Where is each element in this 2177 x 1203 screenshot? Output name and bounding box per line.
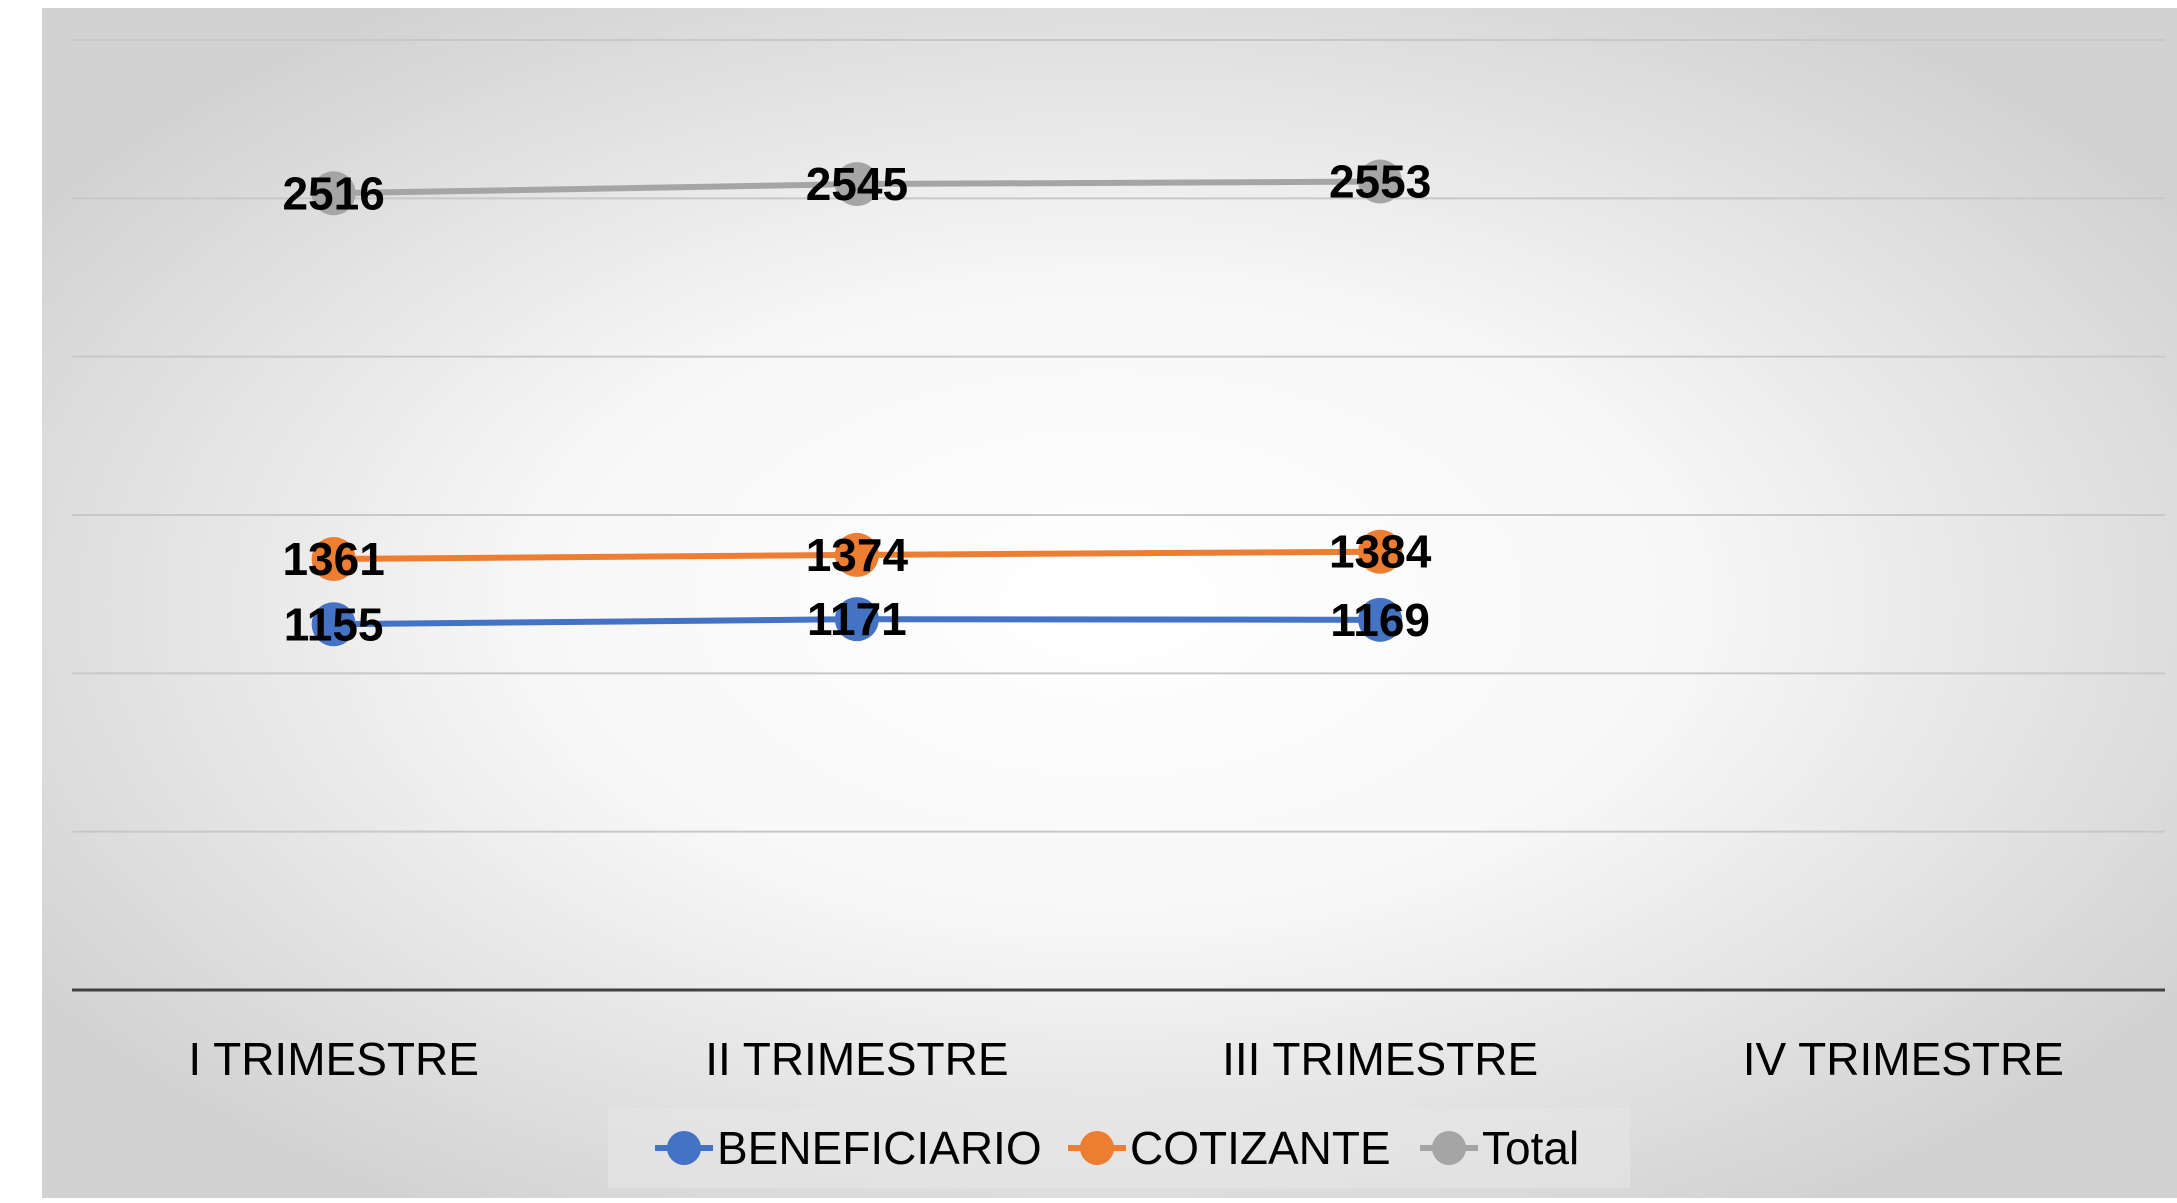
data-label: 2553 xyxy=(1329,156,1431,208)
x-tick-label: IV TRIMESTRE xyxy=(1743,1033,2064,1085)
data-point xyxy=(311,537,356,582)
data-point xyxy=(1358,529,1403,574)
data-label: 1171 xyxy=(807,593,907,645)
x-axis: I TRIMESTRE II TRIMESTRE III TRIMESTRE IV T… xyxy=(72,988,2165,1085)
data-point xyxy=(834,597,879,642)
legend-label: COTIZANTE xyxy=(1130,1122,1391,1174)
x-tick-label: III TRIMESTRE xyxy=(1222,1033,1538,1085)
data-label: 2516 xyxy=(282,167,384,219)
legend-marker xyxy=(1432,1131,1466,1165)
chart-background xyxy=(42,8,2177,1198)
data-labels: 1155 1171 1169 1361 1374 1384 2516 2545 2553 xyxy=(282,156,1431,651)
data-point xyxy=(1358,597,1403,642)
data-label: 1169 xyxy=(1330,594,1430,646)
legend-marker xyxy=(667,1131,701,1165)
x-tick-label: II TRIMESTRE xyxy=(705,1033,1008,1085)
data-label: 1361 xyxy=(282,533,384,585)
data-point xyxy=(1358,159,1403,204)
data-label: 1155 xyxy=(284,598,384,650)
gridlines xyxy=(72,39,2165,833)
data-label: 2545 xyxy=(806,158,908,210)
x-tick-label: I TRIMESTRE xyxy=(188,1033,479,1085)
legend-label: Total xyxy=(1482,1122,1579,1174)
data-label: 1384 xyxy=(1329,526,1432,578)
data-label: 1374 xyxy=(806,529,909,581)
series-layer xyxy=(311,159,1403,647)
data-point xyxy=(311,171,356,216)
data-point xyxy=(834,162,879,207)
legend: BENEFICIARIO COTIZANTE Total xyxy=(608,1108,1630,1188)
legend-label: BENEFICIARIO xyxy=(717,1122,1042,1174)
data-point xyxy=(834,532,879,577)
legend-marker xyxy=(1080,1131,1114,1165)
data-point xyxy=(311,602,356,647)
